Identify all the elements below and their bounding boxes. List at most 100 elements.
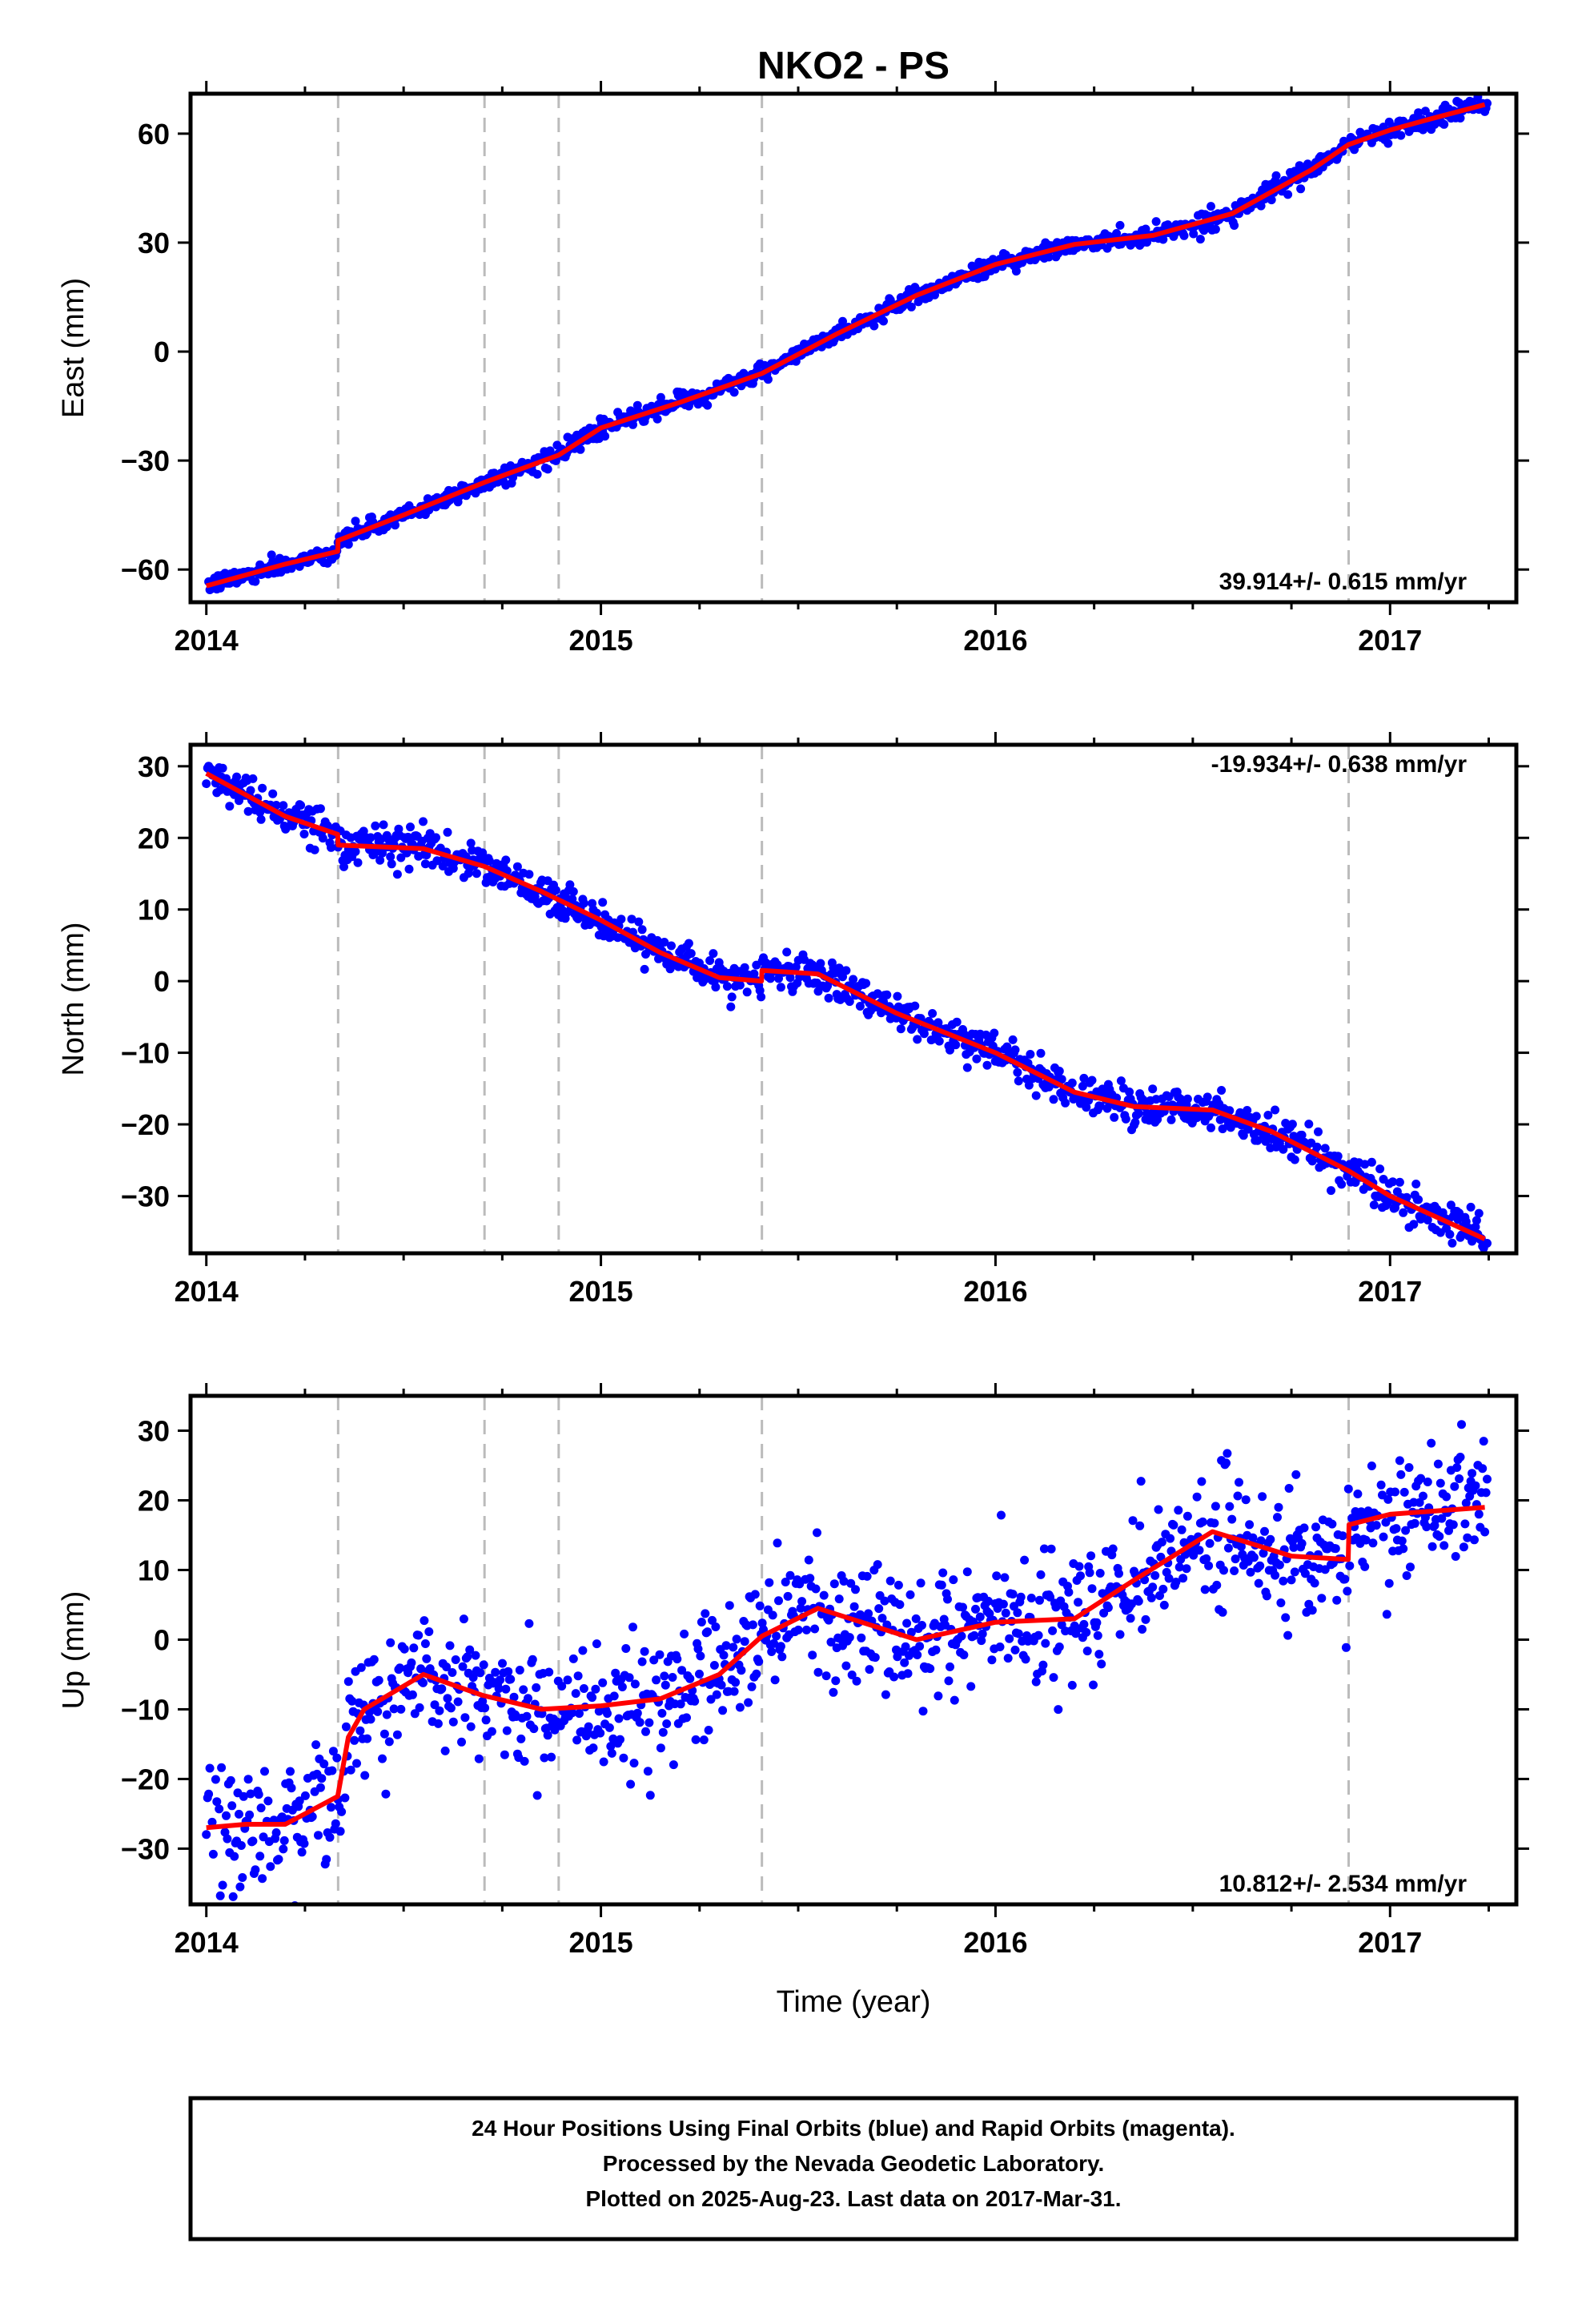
up-data-point [748,1620,757,1630]
up-data-point [1468,1469,1477,1478]
up-data-point [373,1707,383,1716]
north-data-point [934,1036,944,1046]
up-data-point [637,1657,647,1667]
up-data-point [516,1734,526,1743]
up-data-point [378,1754,387,1763]
up-data-point [369,1655,379,1664]
up-data-point [478,1696,488,1706]
up-data-point [1402,1571,1411,1580]
up-data-point [1307,1606,1317,1615]
up-data-point [709,1661,719,1670]
up-data-point [1046,1592,1055,1602]
north-data-point [962,1063,972,1072]
north-x-tick-label: 2017 [1358,1275,1422,1308]
up-data-point [1283,1630,1293,1640]
up-data-point [1223,1449,1232,1458]
up-data-point [279,1835,289,1845]
up-data-point [1126,1614,1135,1623]
north-data-point [757,992,766,1002]
up-data-point [668,1673,677,1682]
up-data-point [415,1703,424,1712]
north-data-point [1423,1216,1432,1224]
up-data-point [1166,1534,1175,1543]
up-data-point [271,1828,281,1837]
north-data-point [279,801,288,810]
north-data-point [1327,1186,1335,1196]
up-data-point [547,1752,556,1762]
up-data-point [1241,1495,1251,1505]
up-data-point [1087,1584,1097,1594]
east-data-point [1271,171,1281,180]
north-data-point [202,779,211,789]
north-data-point [351,846,360,856]
up-data-point [783,1591,793,1601]
up-data-point [1001,1608,1010,1618]
up-data-point [515,1666,524,1675]
up-data-point [226,1775,235,1785]
up-data-point [596,1728,605,1738]
up-data-point [1258,1492,1267,1502]
north-data-point [1203,1092,1212,1102]
north-data-point [246,786,255,795]
north-data-point [379,820,388,830]
east-data-point [729,388,739,397]
north-data-point [1395,1177,1404,1187]
up-data-point [1291,1470,1301,1479]
up-data-point [1154,1505,1163,1514]
up-data-point [379,1729,389,1739]
up-data-point [735,1703,745,1712]
east-data-point [763,375,773,384]
up-data-point [522,1711,532,1721]
up-data-point [645,1791,655,1800]
up-data-point [1437,1514,1447,1523]
north-data-point [849,975,858,984]
up-data-point [1340,1574,1350,1584]
north-data-point [740,963,749,972]
up-data-point [729,1642,738,1652]
up-data-point [400,1644,409,1654]
north-y-tick-label: 10 [138,894,170,927]
up-data-point [1343,1586,1352,1596]
up-data-point [660,1671,669,1681]
north-x-tick-label: 2015 [569,1275,633,1308]
up-data-point [1356,1507,1366,1517]
up-data-point [857,1633,866,1642]
up-data-point [649,1655,659,1665]
up-data-point [1197,1477,1207,1486]
east-plot-frame [188,91,1519,605]
north-data-point [472,869,481,879]
up-data-point [834,1594,844,1604]
up-data-point [826,1638,836,1647]
up-data-point [396,1704,406,1714]
north-data-point [711,983,721,992]
up-data-point [588,1743,598,1753]
up-data-point [931,1645,941,1655]
up-data-point [299,1839,309,1848]
up-data-point [1289,1542,1299,1552]
up-data-point [906,1627,916,1637]
up-y-tick-label: 20 [138,1484,170,1517]
north-data-point [882,990,892,999]
north-data-point [232,772,242,782]
up-data-point [1463,1533,1472,1542]
up-data-point [471,1651,480,1660]
east-x-tick-label: 2017 [1358,624,1422,657]
up-data-point [656,1743,665,1753]
up-data-point [500,1750,509,1759]
up-data-point [737,1666,746,1675]
up-data-point [588,1693,597,1703]
north-data-point [1125,1088,1134,1096]
up-data-point [673,1655,682,1664]
north-data-point [315,804,325,814]
up-data-point [614,1714,624,1723]
up-data-point [340,1793,350,1803]
up-data-point [228,1892,238,1901]
up-data-point [335,1827,345,1836]
up-data-point [1450,1482,1460,1491]
up-data-point [463,1652,472,1662]
up-data-point [422,1654,432,1663]
up-data-point [1423,1478,1432,1486]
east-data-point [532,469,542,479]
east-x-tick-label: 2015 [569,624,633,657]
up-data-point [841,1661,851,1671]
